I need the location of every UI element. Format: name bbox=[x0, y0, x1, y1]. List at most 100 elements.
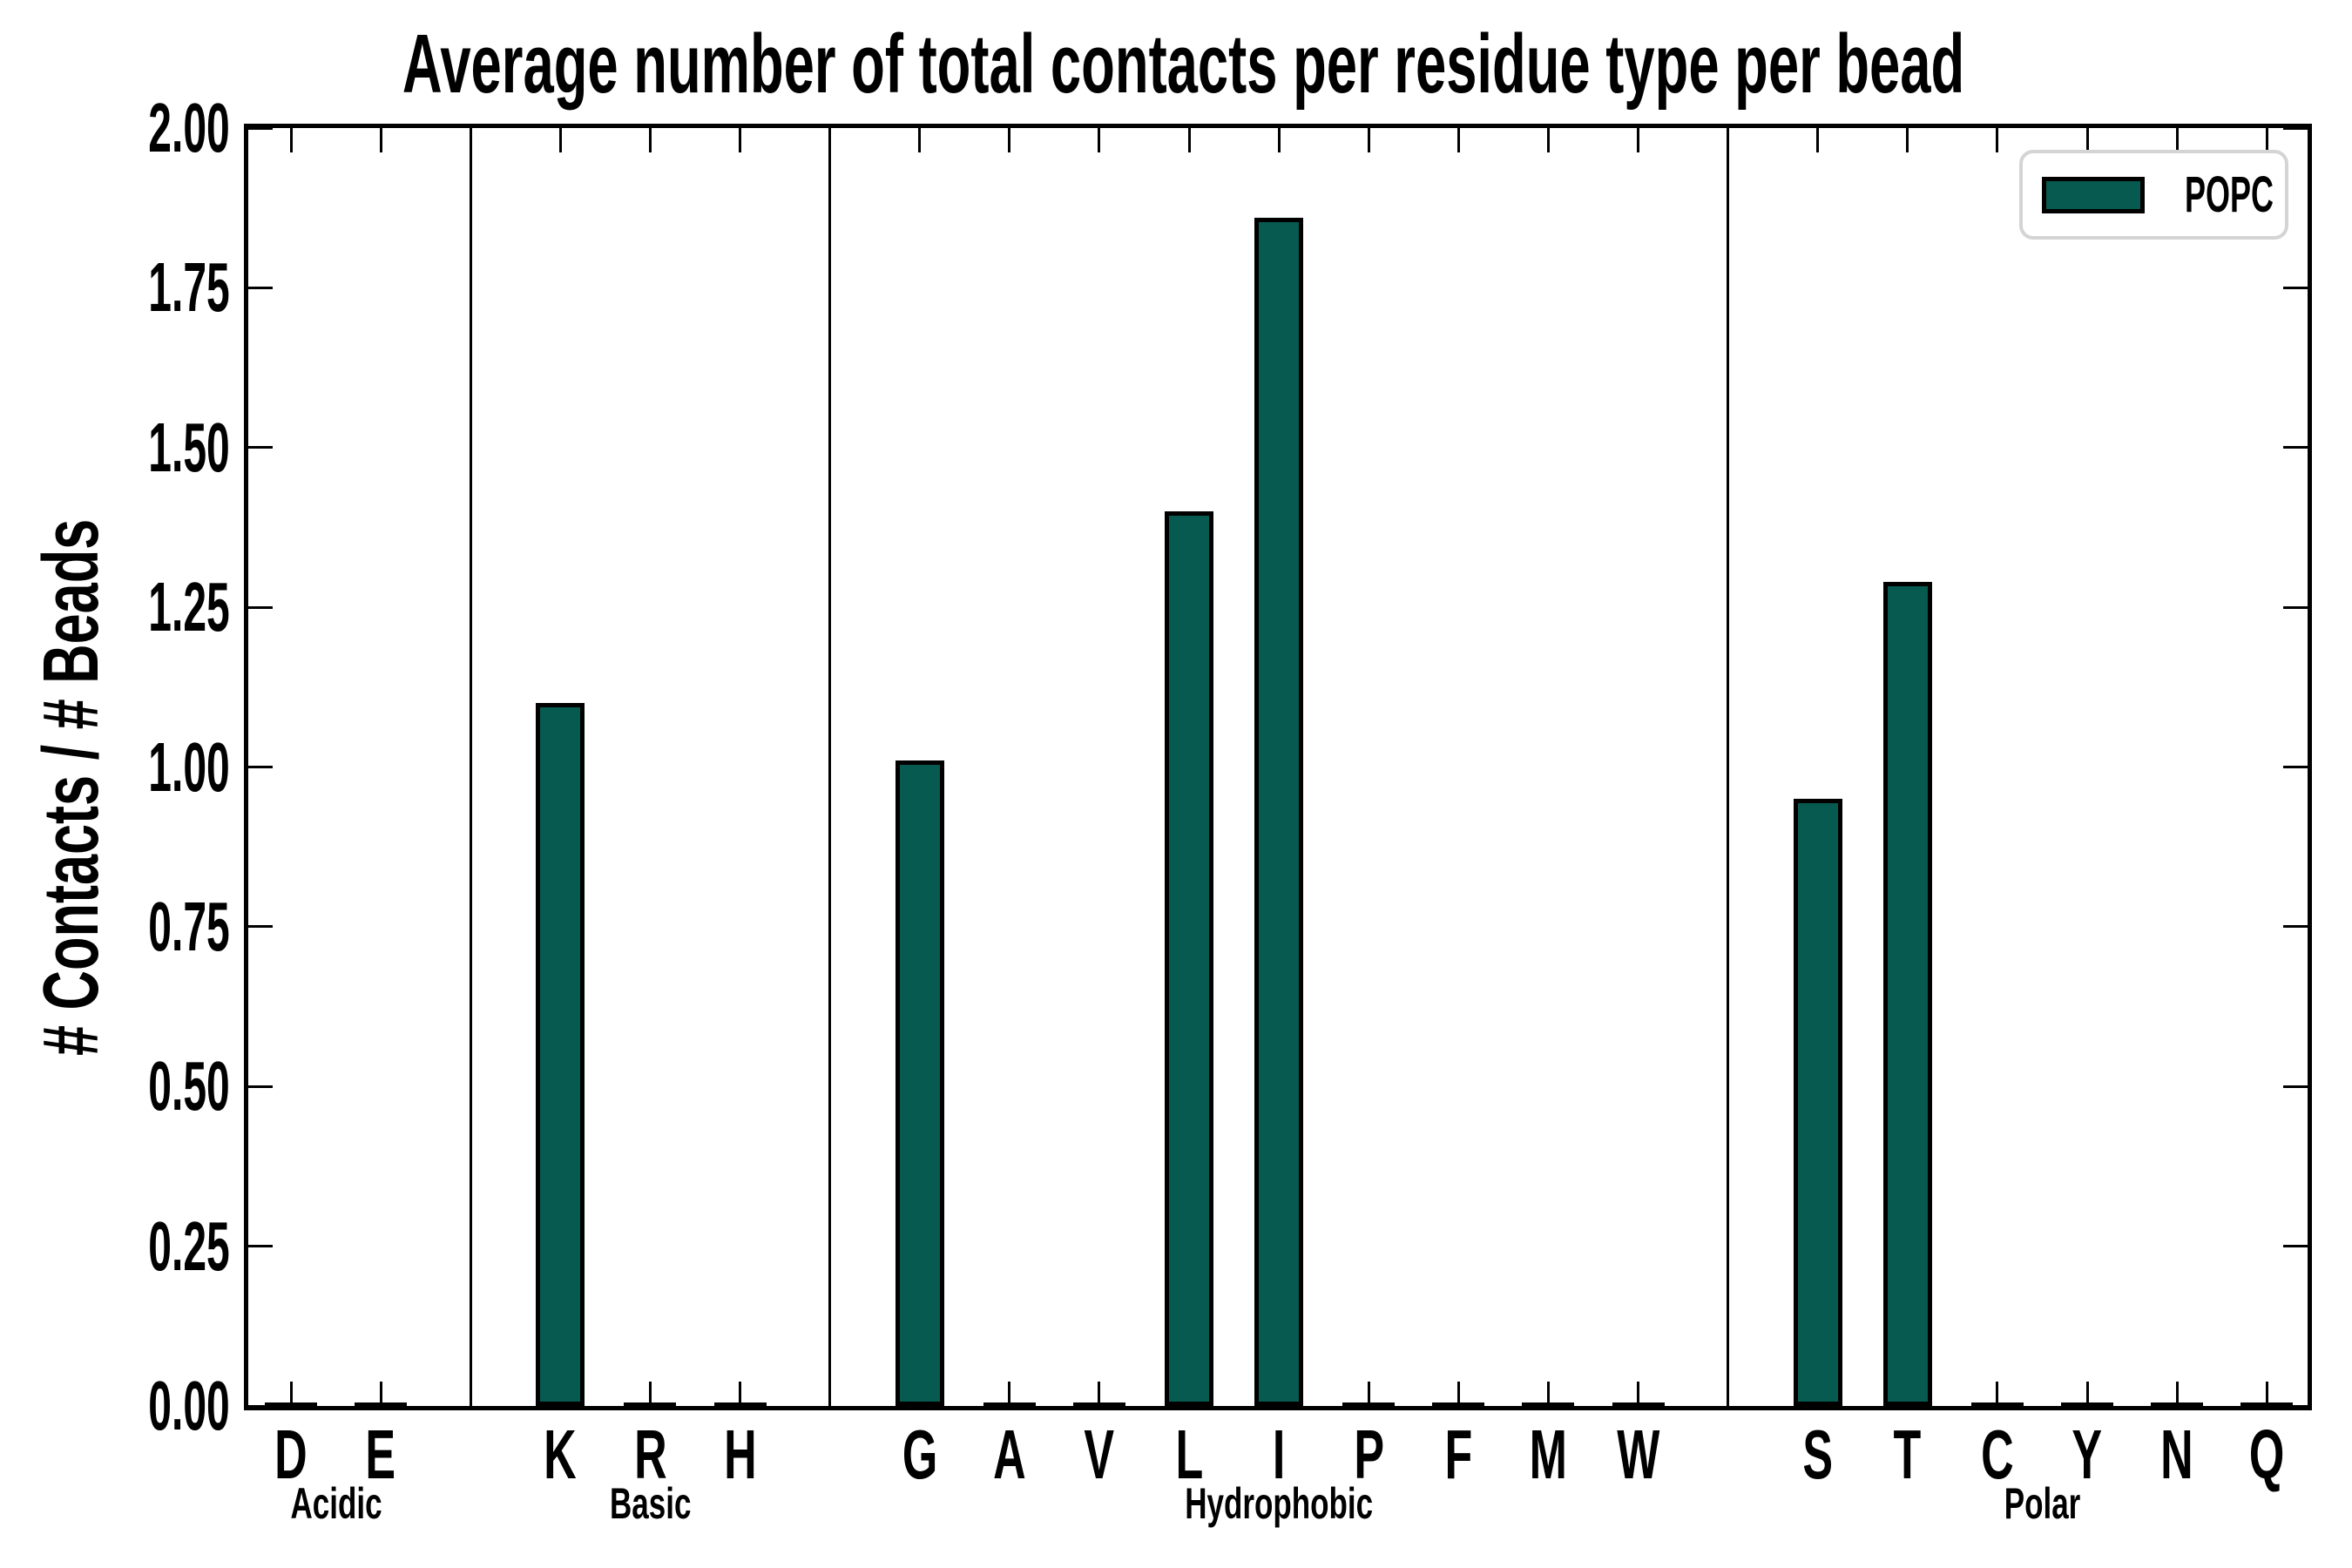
bar-H-zero bbox=[713, 1402, 767, 1406]
y-tick-label-1.00: 1.00 bbox=[47, 727, 230, 806]
x-tick-top bbox=[558, 128, 562, 152]
x-tick-bottom bbox=[289, 1382, 293, 1406]
x-tick-bottom bbox=[1546, 1382, 1550, 1406]
x-tick-label-R-text: R bbox=[633, 1416, 667, 1493]
y-tick-label-0.75-text: 0.75 bbox=[148, 887, 230, 965]
x-tick-label-G: G bbox=[859, 1420, 981, 1490]
y-tick-right bbox=[2283, 1085, 2308, 1088]
x-tick-bottom bbox=[1367, 1382, 1370, 1406]
y-tick-label-0.00-text: 0.00 bbox=[148, 1367, 230, 1444]
group-label-Polar: Polar bbox=[1850, 1481, 2234, 1526]
y-tick-label-2.00-text: 2.00 bbox=[148, 89, 230, 166]
y-tick-right bbox=[2283, 446, 2308, 449]
group-divider bbox=[469, 128, 472, 1406]
bar-M-zero bbox=[1522, 1402, 1575, 1406]
legend-label: POPC bbox=[2185, 166, 2328, 223]
bar-P-zero bbox=[1342, 1402, 1396, 1406]
x-tick-label-N: N bbox=[2116, 1420, 2238, 1490]
x-tick-bottom bbox=[1996, 1382, 1999, 1406]
y-tick-right bbox=[2283, 126, 2308, 130]
y-tick-label-1.00-text: 1.00 bbox=[148, 727, 230, 806]
x-tick-label-C-text: C bbox=[1981, 1416, 2014, 1493]
y-tick-left bbox=[248, 126, 273, 130]
y-tick-left bbox=[248, 605, 273, 609]
y-tick-label-1.50: 1.50 bbox=[47, 412, 230, 483]
chart-title-text: Average number of total contacts per res… bbox=[402, 17, 1965, 111]
x-tick-label-I: I bbox=[1218, 1420, 1340, 1490]
x-tick-bottom bbox=[648, 1382, 652, 1406]
y-tick-left bbox=[248, 446, 273, 449]
y-tick-label-0.50-text: 0.50 bbox=[148, 1047, 230, 1125]
y-tick-label-0.25-text: 0.25 bbox=[148, 1206, 230, 1285]
x-tick-bottom bbox=[1008, 1382, 1011, 1406]
y-tick-right bbox=[2283, 1245, 2308, 1248]
bar-W-zero bbox=[1612, 1402, 1665, 1406]
x-tick-top bbox=[2085, 128, 2089, 152]
y-tick-right bbox=[2283, 286, 2308, 289]
x-tick-label-Y-text: Y bbox=[2072, 1416, 2103, 1493]
x-tick-label-M: M bbox=[1487, 1420, 1609, 1490]
x-tick-label-T: T bbox=[1847, 1420, 1969, 1490]
x-tick-label-A: A bbox=[949, 1420, 1071, 1490]
x-tick-label-P: P bbox=[1308, 1420, 1429, 1490]
x-tick-label-E: E bbox=[320, 1420, 442, 1490]
group-label-Hydrophobic: Hydrophobic bbox=[1087, 1481, 1470, 1526]
y-tick-label-0.75: 0.75 bbox=[47, 887, 230, 965]
x-tick-top bbox=[1277, 128, 1281, 152]
bar-L bbox=[1165, 511, 1213, 1406]
bar-C-zero bbox=[1970, 1402, 2024, 1406]
x-tick-label-D: D bbox=[230, 1420, 352, 1490]
x-tick-label-F-text: F bbox=[1444, 1416, 1473, 1493]
group-label-Acidic-text: Acidic bbox=[290, 1479, 382, 1528]
y-tick-label-1.25-text: 1.25 bbox=[148, 568, 230, 646]
y-tick-left bbox=[248, 1245, 273, 1248]
x-tick-top bbox=[648, 128, 652, 152]
x-tick-top bbox=[379, 128, 382, 152]
bar-N-zero bbox=[2151, 1402, 2204, 1406]
x-tick-label-A-text: A bbox=[993, 1416, 1026, 1493]
bar-A-zero bbox=[983, 1402, 1036, 1406]
bar-E-zero bbox=[355, 1402, 408, 1406]
x-tick-label-Q: Q bbox=[2206, 1420, 2328, 1490]
x-tick-label-H-text: H bbox=[723, 1416, 757, 1493]
y-tick-left bbox=[248, 1404, 273, 1408]
y-tick-right bbox=[2283, 925, 2308, 929]
legend: POPC bbox=[2019, 150, 2288, 240]
x-tick-label-Q-text: Q bbox=[2248, 1416, 2285, 1493]
group-divider bbox=[828, 128, 832, 1406]
group-label-Acidic: Acidic bbox=[145, 1481, 528, 1526]
legend-label-text: POPC bbox=[2185, 166, 2274, 223]
group-label-Polar-text: Polar bbox=[2004, 1479, 2081, 1528]
group-label-Hydrophobic-text: Hydrophobic bbox=[1185, 1479, 1374, 1528]
x-tick-label-R: R bbox=[589, 1420, 711, 1490]
x-tick-label-M-text: M bbox=[1529, 1416, 1568, 1493]
x-tick-bottom bbox=[2085, 1382, 2089, 1406]
x-tick-top bbox=[1187, 128, 1191, 152]
x-tick-bottom bbox=[1456, 1382, 1460, 1406]
x-tick-label-K: K bbox=[499, 1420, 621, 1490]
x-tick-bottom bbox=[2175, 1382, 2179, 1406]
x-tick-top bbox=[1996, 128, 1999, 152]
y-tick-label-1.25: 1.25 bbox=[47, 572, 230, 642]
bar-T bbox=[1882, 581, 1932, 1406]
y-tick-left bbox=[248, 1085, 273, 1088]
x-tick-top bbox=[1637, 128, 1639, 152]
x-tick-label-W-text: W bbox=[1616, 1416, 1660, 1493]
x-tick-bottom bbox=[1637, 1382, 1639, 1406]
bar-Q-zero bbox=[2240, 1402, 2294, 1406]
x-tick-label-G-text: G bbox=[902, 1416, 937, 1493]
bar-V-zero bbox=[1072, 1402, 1125, 1406]
x-tick-label-T-text: T bbox=[1893, 1416, 1922, 1493]
x-tick-label-I-text: I bbox=[1272, 1416, 1286, 1493]
group-label-Basic: Basic bbox=[458, 1481, 841, 1526]
x-tick-top bbox=[1098, 128, 1101, 152]
group-divider bbox=[1727, 128, 1730, 1406]
x-tick-top bbox=[918, 128, 922, 152]
group-label-Basic-text: Basic bbox=[609, 1479, 692, 1528]
x-tick-label-F: F bbox=[1397, 1420, 1519, 1490]
y-tick-label-0.00: 0.00 bbox=[47, 1371, 230, 1441]
bar-S bbox=[1793, 799, 1842, 1406]
x-tick-top bbox=[289, 128, 293, 152]
x-tick-label-N-text: N bbox=[2160, 1416, 2193, 1493]
x-tick-label-H: H bbox=[679, 1420, 801, 1490]
